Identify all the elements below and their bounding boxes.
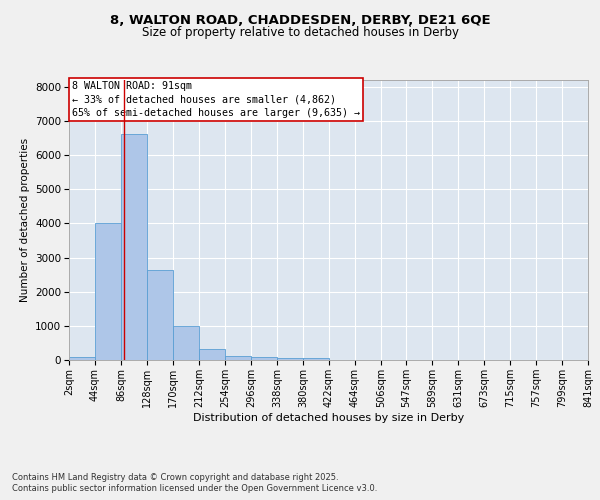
Bar: [95, 222, 121, 360]
Bar: [69, 356, 95, 360]
Text: Size of property relative to detached houses in Derby: Size of property relative to detached ho…: [142, 26, 458, 39]
Bar: [251, 356, 277, 360]
Bar: [147, 270, 173, 360]
Text: 8, WALTON ROAD, CHADDESDEN, DERBY, DE21 6QE: 8, WALTON ROAD, CHADDESDEN, DERBY, DE21 …: [110, 14, 490, 27]
Bar: [225, 356, 251, 360]
Bar: [303, 358, 329, 360]
Bar: [121, 134, 147, 360]
Bar: [173, 326, 199, 360]
Bar: [277, 358, 303, 360]
Y-axis label: Number of detached properties: Number of detached properties: [20, 138, 29, 302]
Text: 8 WALTON ROAD: 91sqm
← 33% of detached houses are smaller (4,862)
65% of semi-de: 8 WALTON ROAD: 91sqm ← 33% of detached h…: [71, 82, 359, 118]
Text: Contains HM Land Registry data © Crown copyright and database right 2025.: Contains HM Land Registry data © Crown c…: [12, 472, 338, 482]
Text: Contains public sector information licensed under the Open Government Licence v3: Contains public sector information licen…: [12, 484, 377, 493]
Bar: [199, 348, 225, 360]
X-axis label: Distribution of detached houses by size in Derby: Distribution of detached houses by size …: [193, 412, 464, 422]
